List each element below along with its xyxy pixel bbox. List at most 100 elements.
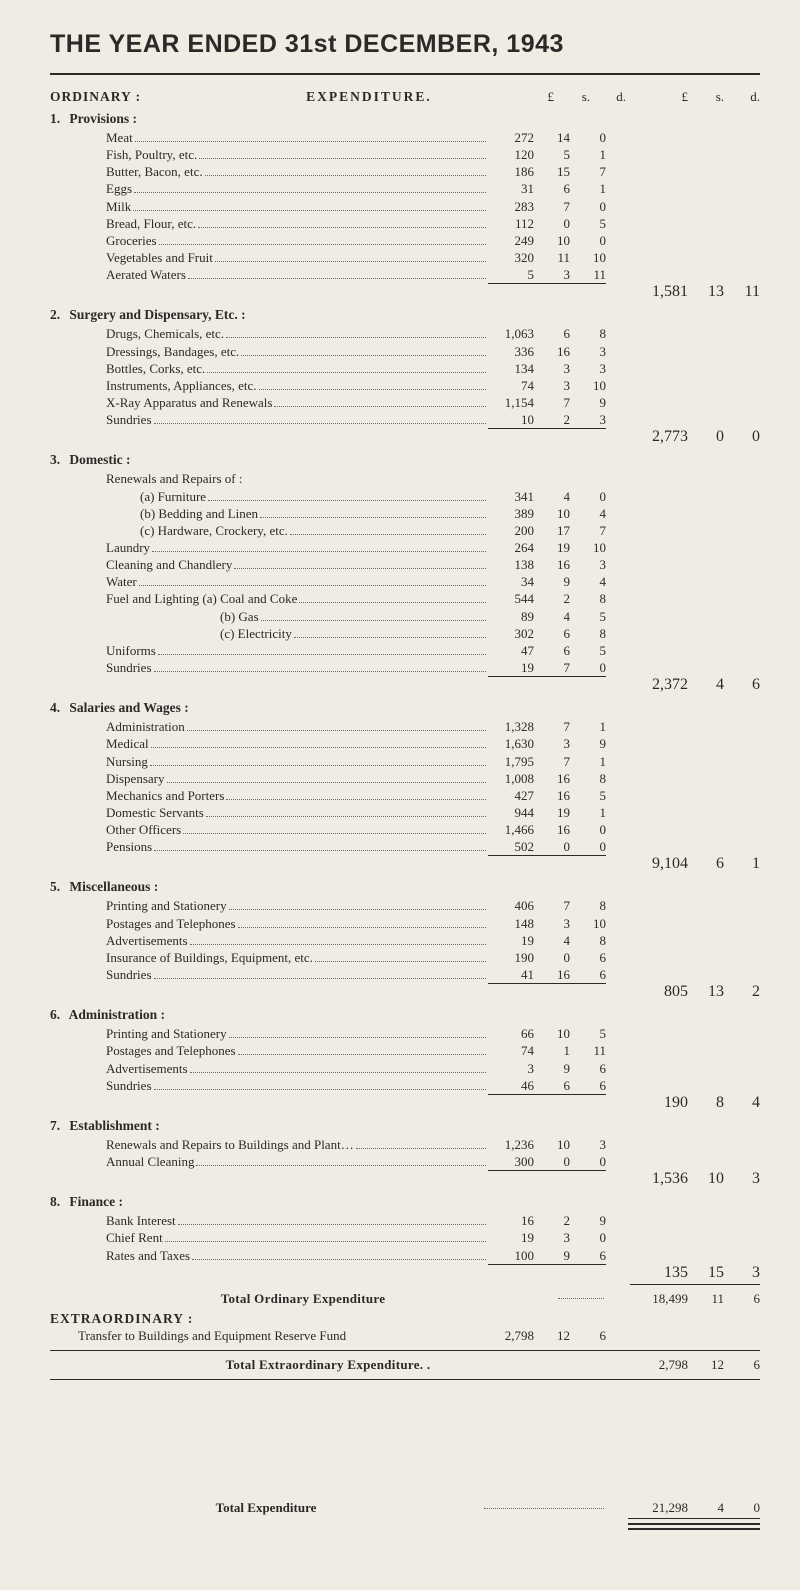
amt-L: 341 xyxy=(488,488,534,505)
amt-L: 46 xyxy=(488,1077,534,1094)
amt-L: 1,795 xyxy=(488,753,534,770)
total-extra-amount: 2,798 12 6 xyxy=(626,1357,760,1373)
item-amount: 249 10 0 xyxy=(488,232,606,249)
amt-L: 544 xyxy=(488,590,534,607)
amt-d: 1 xyxy=(570,804,606,821)
amt-L: 135 xyxy=(636,1264,688,1282)
dot-leader xyxy=(135,133,486,142)
item-amount: 406 7 8 xyxy=(488,897,606,914)
amt-d: 9 xyxy=(570,735,606,752)
amt-d: 8 xyxy=(570,590,606,607)
item-label: Meat xyxy=(106,129,133,146)
line-item: Bank Interest 16 2 9 xyxy=(50,1212,760,1229)
ordinary-rule xyxy=(630,1284,760,1285)
dot-leader xyxy=(558,1291,604,1300)
item-label: Advertisements xyxy=(106,932,188,949)
line-item: Fuel and Lighting (a) Coal and Coke 544 … xyxy=(50,590,760,607)
amt-s: 10 xyxy=(534,1136,570,1153)
amt-s: 10 xyxy=(534,1025,570,1042)
item-amount: 264 19 10 xyxy=(488,539,606,556)
amt-L: 19 xyxy=(488,659,534,676)
section-title: 6. Administration : xyxy=(50,1007,760,1023)
line-item: Printing and Stationery 406 7 8 xyxy=(50,897,760,914)
item-label: Butter, Bacon, etc. xyxy=(106,163,203,180)
item-label: Domestic Servants xyxy=(106,804,204,821)
amt-s: 8 xyxy=(688,1094,724,1112)
amt-L: 74 xyxy=(488,1042,534,1059)
item-amount: 502 0 0 xyxy=(488,838,606,855)
dot-leader xyxy=(226,330,486,339)
amt-s: 2 xyxy=(534,1212,570,1229)
section-title: 1. Provisions : xyxy=(50,111,760,127)
item-amount: 544 2 8 xyxy=(488,590,606,607)
amt-L: 805 xyxy=(636,983,688,1001)
amt-s: 3 xyxy=(534,735,570,752)
amt-L: 1,581 xyxy=(636,283,688,301)
dot-leader xyxy=(229,902,486,911)
line-item: Postages and Telephones 148 3 10 xyxy=(50,915,760,932)
amt-L: 283 xyxy=(488,198,534,215)
amt-d: 3 xyxy=(570,1136,606,1153)
line-item: Bread, Flour, etc. 112 0 5 xyxy=(50,215,760,232)
item-amount: 186 15 7 xyxy=(488,163,606,180)
amt-d: 5 xyxy=(570,787,606,804)
line-item: Sundries 19 7 0 xyxy=(50,659,760,676)
amt-s: 3 xyxy=(534,1229,570,1246)
item-label: Postages and Telephones xyxy=(106,1042,236,1059)
grand-total-label: Total Expenditure xyxy=(50,1500,482,1516)
item-amount: 272 14 0 xyxy=(488,129,606,146)
item-amount: 74 1 11 xyxy=(488,1042,606,1059)
section-rule: 1,536 10 3 xyxy=(50,1170,760,1188)
amt-s: 9 xyxy=(534,1247,570,1264)
line-item: Dispensary 1,008 16 8 xyxy=(50,770,760,787)
line-item: Laundry 264 19 10 xyxy=(50,539,760,556)
item-label: Groceries xyxy=(106,232,157,249)
amt-d: 6 xyxy=(570,1327,606,1344)
line-item: Groceries 249 10 0 xyxy=(50,232,760,249)
amt-s: 17 xyxy=(534,522,570,539)
item-amount: 300 0 0 xyxy=(488,1153,606,1170)
dot-leader xyxy=(133,202,486,211)
dot-leader xyxy=(192,1251,486,1260)
dot-leader xyxy=(206,808,486,817)
amt-d: 3 xyxy=(570,411,606,428)
item-amount: 302 6 8 xyxy=(488,625,606,642)
grand-total-amount: 21,298 4 0 xyxy=(626,1500,760,1516)
amt-s: 11 xyxy=(534,249,570,266)
amt-s: 15 xyxy=(534,163,570,180)
dot-leader xyxy=(167,774,487,783)
amt-L: 1,008 xyxy=(488,770,534,787)
amt-L: 18,499 xyxy=(636,1291,688,1307)
line-item: Aerated Waters 5 3 11 xyxy=(50,266,760,283)
amt-L: 502 xyxy=(488,838,534,855)
amt-d: 5 xyxy=(570,1025,606,1042)
total-ordinary-row: Total Ordinary Expenditure 18,499 11 6 xyxy=(50,1291,760,1307)
total-ordinary-label: Total Ordinary Expenditure xyxy=(50,1291,556,1307)
col2-s: s. xyxy=(688,89,724,105)
line-item: Printing and Stationery 66 10 5 xyxy=(50,1025,760,1042)
amt-d: 6 xyxy=(570,1077,606,1094)
line-item: Meat 272 14 0 xyxy=(50,129,760,146)
amt-L: 16 xyxy=(488,1212,534,1229)
section: 2. Surgery and Dispensary, Etc. : Drugs,… xyxy=(50,307,760,446)
line-item: X-Ray Apparatus and Renewals 1,154 7 9 xyxy=(50,394,760,411)
item-amount: 190 0 6 xyxy=(488,949,606,966)
item-amount: 341 4 0 xyxy=(488,488,606,505)
item-label: Water xyxy=(106,573,137,590)
line-item: Eggs 31 6 1 xyxy=(50,180,760,197)
amt-d: 3 xyxy=(570,556,606,573)
total-extra-row: Total Extraordinary Expenditure. . 2,798… xyxy=(50,1357,760,1373)
amt-s: 16 xyxy=(534,787,570,804)
section-subtotal: 2,372 4 6 xyxy=(626,676,760,694)
item-label: X-Ray Apparatus and Renewals xyxy=(106,394,272,411)
item-label: Instruments, Appliances, etc. xyxy=(106,377,257,394)
item-label: Bread, Flour, etc. xyxy=(106,215,196,232)
line-item: Mechanics and Porters 427 16 5 xyxy=(50,787,760,804)
line-item: Bottles, Corks, etc. 134 3 3 xyxy=(50,360,760,377)
bottom-rule xyxy=(50,1379,760,1380)
dot-leader xyxy=(158,646,486,655)
dot-leader xyxy=(315,953,486,962)
amt-d: 8 xyxy=(570,325,606,342)
line-item: Nursing 1,795 7 1 xyxy=(50,753,760,770)
item-label: Fuel and Lighting (a) Coal and Coke xyxy=(106,590,297,607)
